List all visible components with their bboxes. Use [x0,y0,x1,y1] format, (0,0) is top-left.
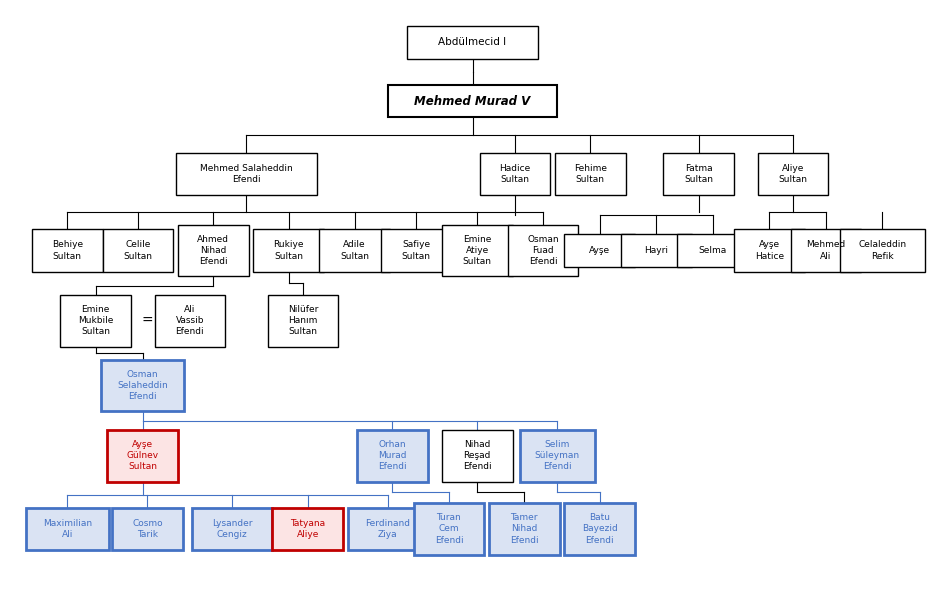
FancyBboxPatch shape [108,430,177,481]
Text: Ayşe
Hatice: Ayşe Hatice [754,240,783,260]
Text: Mehmed Murad V: Mehmed Murad V [413,95,531,108]
FancyBboxPatch shape [192,508,272,550]
Text: Osman
Selaheddin
Efendi: Osman Selaheddin Efendi [117,370,168,401]
FancyBboxPatch shape [488,503,559,555]
FancyBboxPatch shape [564,234,634,267]
Text: Lysander
Cengiz: Lysander Cengiz [211,519,252,539]
Text: Behiye
Sultan: Behiye Sultan [52,240,83,260]
FancyBboxPatch shape [101,359,184,411]
Text: Tatyana
Aliye: Tatyana Aliye [290,519,325,539]
Text: Turan
Cem
Efendi: Turan Cem Efendi [434,514,463,545]
Text: Selma: Selma [698,246,726,255]
FancyBboxPatch shape [103,230,173,272]
FancyBboxPatch shape [319,230,390,272]
Text: Safiye
Sultan: Safiye Sultan [401,240,430,260]
FancyBboxPatch shape [554,153,625,196]
Text: Aliye
Sultan: Aliye Sultan [778,164,806,184]
Text: Osman
Fuad
Efendi: Osman Fuad Efendi [527,235,559,266]
Text: Orhan
Murad
Efendi: Orhan Murad Efendi [378,440,406,471]
FancyBboxPatch shape [663,153,733,196]
Text: Ayşe: Ayşe [588,246,610,255]
FancyBboxPatch shape [442,430,512,481]
FancyBboxPatch shape [25,508,109,550]
FancyBboxPatch shape [112,508,182,550]
FancyBboxPatch shape [479,153,549,196]
Text: Ayşe
Gülnev
Sultan: Ayşe Gülnev Sultan [126,440,159,471]
Text: Fatma
Sultan: Fatma Sultan [683,164,713,184]
FancyBboxPatch shape [154,295,225,347]
Text: Selim
Süleyman
Efendi: Selim Süleyman Efendi [534,440,580,471]
FancyBboxPatch shape [253,230,324,272]
Text: Celaleddin
Refik: Celaleddin Refik [857,240,905,260]
FancyBboxPatch shape [564,503,634,555]
FancyBboxPatch shape [267,295,338,347]
FancyBboxPatch shape [272,508,343,550]
Text: Emine
Mukbile
Sultan: Emine Mukbile Sultan [77,305,113,336]
Text: Tamer
Nihad
Efendi: Tamer Nihad Efendi [510,514,538,545]
FancyBboxPatch shape [839,230,924,272]
FancyBboxPatch shape [620,234,691,267]
FancyBboxPatch shape [357,430,428,481]
FancyBboxPatch shape [507,225,578,276]
FancyBboxPatch shape [60,295,131,347]
FancyBboxPatch shape [790,230,860,272]
Text: Hayri: Hayri [644,246,667,255]
FancyBboxPatch shape [757,153,827,196]
FancyBboxPatch shape [176,153,316,196]
FancyBboxPatch shape [387,85,557,117]
Text: Rukiye
Sultan: Rukiye Sultan [273,240,304,260]
Text: Mehmed Salaheddin
Efendi: Mehmed Salaheddin Efendi [200,164,293,184]
FancyBboxPatch shape [177,225,248,276]
Text: Emine
Atiye
Sultan: Emine Atiye Sultan [463,235,491,266]
FancyBboxPatch shape [413,503,483,555]
FancyBboxPatch shape [677,234,748,267]
Text: Cosmo
Tarik: Cosmo Tarik [132,519,162,539]
Text: Fehime
Sultan: Fehime Sultan [573,164,606,184]
Text: Batu
Bayezid
Efendi: Batu Bayezid Efendi [582,514,617,545]
FancyBboxPatch shape [442,225,512,276]
Text: Ahmed
Nihad
Efendi: Ahmed Nihad Efendi [197,235,229,266]
Text: Nilüfer
Hanım
Sultan: Nilüfer Hanım Sultan [287,305,318,336]
Text: Maximilian
Ali: Maximilian Ali [42,519,92,539]
FancyBboxPatch shape [32,230,103,272]
Text: Celile
Sultan: Celile Sultan [124,240,152,260]
Text: Adile
Sultan: Adile Sultan [340,240,369,260]
FancyBboxPatch shape [406,27,538,58]
Text: Ali
Vassib
Efendi: Ali Vassib Efendi [176,305,204,336]
Text: Ferdinand
Ziya: Ferdinand Ziya [364,519,410,539]
FancyBboxPatch shape [519,430,595,481]
FancyBboxPatch shape [347,508,428,550]
FancyBboxPatch shape [380,230,451,272]
FancyBboxPatch shape [733,230,803,272]
Text: =: = [142,314,153,328]
Text: Hadice
Sultan: Hadice Sultan [498,164,530,184]
Text: Mehmed
Ali: Mehmed Ali [805,240,845,260]
Text: Abdülmecid I: Abdülmecid I [438,38,506,48]
Text: Nihad
Reşad
Efendi: Nihad Reşad Efendi [463,440,491,471]
